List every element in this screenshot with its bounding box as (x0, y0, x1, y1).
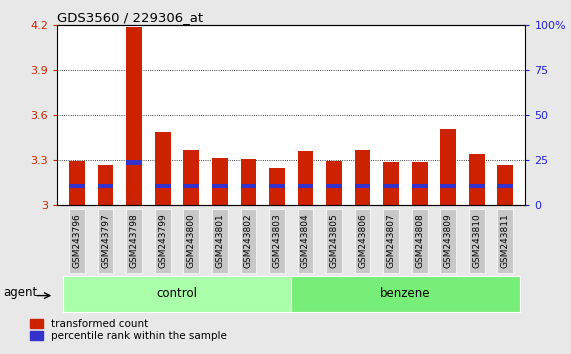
Bar (297, 151, 313, 205)
Bar (240, 159, 256, 205)
Text: GSM243799: GSM243799 (158, 213, 167, 268)
Text: GSM243803: GSM243803 (272, 213, 282, 268)
Text: GSM243807: GSM243807 (387, 213, 396, 268)
Text: GSM243798: GSM243798 (130, 213, 139, 268)
Text: benzene: benzene (380, 287, 431, 300)
FancyBboxPatch shape (291, 276, 520, 312)
Bar (269, 183, 285, 188)
Bar (469, 183, 485, 188)
Text: GSM243809: GSM243809 (444, 213, 453, 268)
Bar (155, 183, 171, 188)
Bar (383, 183, 399, 188)
FancyBboxPatch shape (240, 209, 256, 273)
Text: GSM243802: GSM243802 (244, 213, 253, 268)
Bar (497, 183, 513, 188)
Text: GSM243796: GSM243796 (73, 213, 82, 268)
Bar (98, 183, 114, 188)
FancyBboxPatch shape (69, 209, 85, 273)
Bar (412, 183, 428, 188)
Bar (497, 165, 513, 205)
Bar (297, 183, 313, 188)
Text: GSM243800: GSM243800 (187, 213, 196, 268)
Bar (469, 154, 485, 205)
FancyBboxPatch shape (126, 209, 142, 273)
Bar (212, 158, 228, 205)
Text: GSM243810: GSM243810 (472, 213, 481, 268)
Bar (326, 161, 342, 205)
FancyBboxPatch shape (412, 209, 428, 273)
Bar (155, 132, 171, 205)
Bar (412, 162, 428, 205)
FancyBboxPatch shape (212, 209, 228, 273)
Bar (326, 183, 342, 188)
Bar (383, 162, 399, 205)
FancyBboxPatch shape (98, 209, 114, 273)
Bar (440, 129, 456, 205)
Bar (355, 150, 371, 205)
FancyBboxPatch shape (183, 209, 199, 273)
Text: GSM243808: GSM243808 (415, 213, 424, 268)
Text: GSM243797: GSM243797 (101, 213, 110, 268)
Text: GSM243805: GSM243805 (329, 213, 339, 268)
Bar (126, 27, 142, 205)
Bar (126, 160, 142, 165)
Text: GDS3560 / 229306_at: GDS3560 / 229306_at (57, 11, 203, 24)
FancyBboxPatch shape (440, 209, 456, 273)
Bar (212, 183, 228, 188)
FancyBboxPatch shape (63, 276, 291, 312)
Bar (240, 183, 256, 188)
Bar (183, 150, 199, 205)
FancyBboxPatch shape (497, 209, 513, 273)
FancyBboxPatch shape (326, 209, 342, 273)
Text: agent: agent (3, 286, 37, 298)
Bar (269, 169, 285, 205)
Bar (69, 183, 85, 188)
Bar (183, 183, 199, 188)
FancyBboxPatch shape (383, 209, 399, 273)
Bar (98, 165, 114, 205)
FancyBboxPatch shape (269, 209, 285, 273)
Text: GSM243801: GSM243801 (215, 213, 224, 268)
Legend: transformed count, percentile rank within the sample: transformed count, percentile rank withi… (28, 317, 229, 343)
Bar (355, 183, 371, 188)
Text: GSM243811: GSM243811 (501, 213, 510, 268)
Text: GSM243804: GSM243804 (301, 213, 310, 268)
Bar (440, 183, 456, 188)
Text: control: control (156, 287, 198, 300)
Text: GSM243806: GSM243806 (358, 213, 367, 268)
FancyBboxPatch shape (297, 209, 313, 273)
Bar (69, 161, 85, 205)
FancyBboxPatch shape (155, 209, 171, 273)
FancyBboxPatch shape (469, 209, 485, 273)
FancyBboxPatch shape (355, 209, 371, 273)
